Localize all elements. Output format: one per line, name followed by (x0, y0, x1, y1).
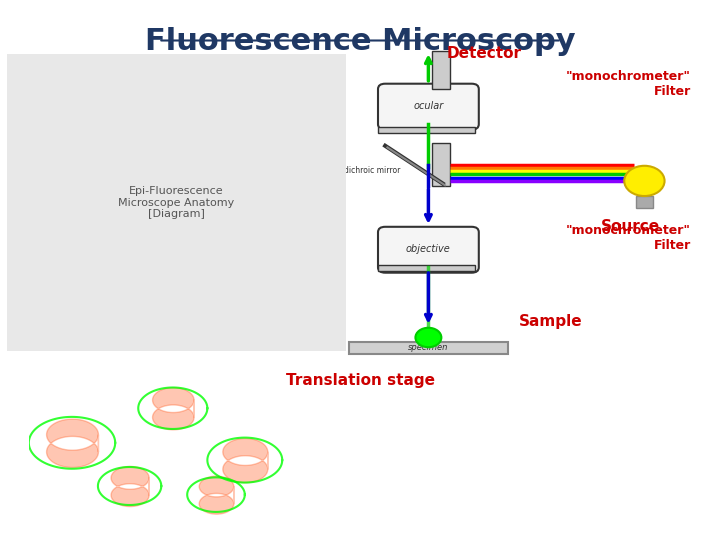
Bar (432, 51, 450, 89)
Text: dichroic mirror: dichroic mirror (344, 166, 400, 174)
Text: Source: Source (600, 219, 660, 234)
Circle shape (415, 328, 441, 347)
Text: "monochrometer"
Filter: "monochrometer" Filter (566, 70, 691, 98)
Text: objective: objective (406, 245, 451, 254)
Text: Epi-Fluorescence
Microscope Anatomy
[Diagram]: Epi-Fluorescence Microscope Anatomy [Dia… (118, 186, 235, 219)
FancyBboxPatch shape (378, 227, 479, 273)
Circle shape (624, 166, 665, 196)
FancyBboxPatch shape (0, 0, 447, 440)
Bar (378, 127, 475, 133)
Text: specimen: specimen (408, 343, 449, 352)
Bar (636, 196, 653, 208)
Text: ocular: ocular (413, 102, 444, 111)
Text: Fluorescence Microscopy: Fluorescence Microscopy (145, 27, 575, 56)
Text: Translation stage: Translation stage (286, 373, 434, 388)
Text: Sample: Sample (518, 314, 582, 329)
Text: Detector: Detector (446, 46, 521, 61)
FancyBboxPatch shape (378, 84, 479, 130)
Bar (432, 143, 450, 186)
Bar (349, 342, 508, 354)
Text: "monochrometer"
Filter: "monochrometer" Filter (566, 224, 691, 252)
Bar (378, 265, 475, 271)
